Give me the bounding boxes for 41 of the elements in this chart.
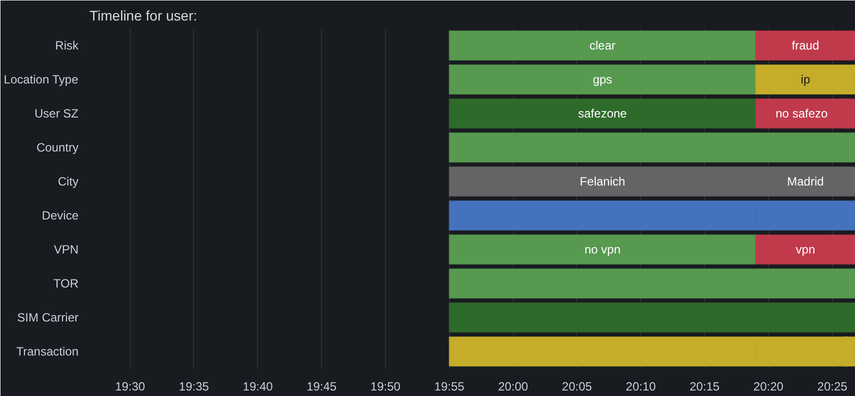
y-tick-label: Transaction — [16, 344, 78, 358]
data-label: no safezo — [776, 106, 828, 120]
x-tick-label: 20:00 — [498, 380, 528, 394]
bar — [448, 98, 756, 129]
y-tick-label: City — [58, 174, 79, 188]
bar — [448, 132, 855, 163]
x-tick-label: 20:05 — [562, 380, 592, 394]
x-tick-label: 20:10 — [626, 380, 656, 394]
data-label: Felanich — [580, 174, 626, 188]
data-label: Madrid — [787, 174, 824, 188]
x-tick-label: 19:55 — [434, 380, 465, 394]
x-tick-label: 20:20 — [753, 380, 784, 394]
data-label: clear — [589, 38, 616, 52]
bar — [448, 64, 756, 95]
x-tick-label: 20:15 — [690, 380, 720, 394]
y-tick-label: Location Type — [4, 72, 79, 86]
x-tick-label: 19:45 — [306, 380, 337, 394]
data-label: fraud — [792, 38, 820, 52]
y-tick-label: Risk — [55, 38, 80, 52]
y-tick-label: SIM Carrier — [17, 310, 79, 324]
data-label: ip — [800, 72, 810, 86]
y-tick-label: User SZ — [34, 106, 79, 120]
y-tick-label: Device — [42, 208, 79, 222]
y-tick-label: VPN — [54, 242, 79, 256]
bar — [448, 30, 756, 61]
x-tick-label: 20:25 — [817, 380, 848, 394]
x-tick-label: 19:50 — [370, 380, 401, 394]
bar — [448, 234, 756, 265]
y-tick-label: Country — [36, 140, 79, 154]
data-label: gps — [592, 72, 612, 86]
y-tick-label: TOR — [53, 276, 79, 290]
bar — [448, 268, 855, 299]
data-label: safezone — [578, 106, 628, 120]
data-label: no vpn — [584, 242, 621, 256]
chart-title: Timeline for user: — [90, 8, 198, 24]
bar — [755, 30, 855, 61]
x-tick-label: 19:30 — [115, 380, 146, 394]
bar — [755, 234, 855, 265]
x-tick-label: 19:35 — [178, 380, 210, 394]
data-label: vpn — [796, 242, 816, 256]
x-tick-label: 19:40 — [242, 380, 274, 394]
